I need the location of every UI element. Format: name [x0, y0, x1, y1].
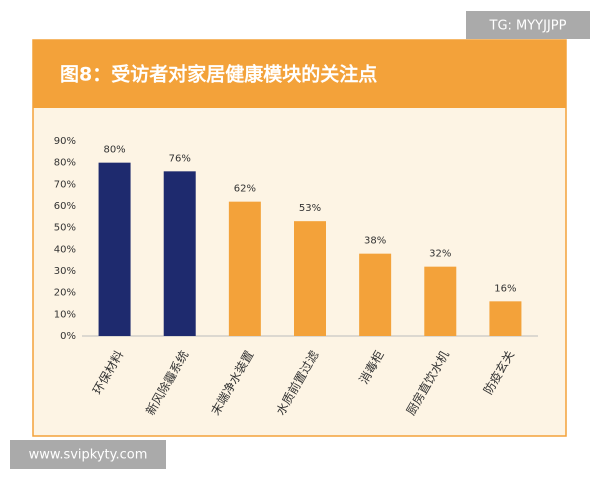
watermark-box: [10, 440, 166, 469]
data-label: 38%: [364, 236, 386, 247]
y-tick-label: 70%: [54, 179, 76, 190]
bar: [228, 201, 261, 336]
bar: [424, 266, 457, 336]
y-tick-label: 10%: [54, 309, 76, 320]
bar: [489, 301, 522, 336]
y-tick-label: 60%: [54, 201, 76, 212]
header: [33, 40, 566, 108]
watermark: TG: MYYJJPP: [489, 19, 567, 34]
bar: [163, 171, 196, 336]
watermark-box: [466, 11, 590, 39]
y-tick-label: 40%: [54, 244, 76, 255]
y-tick-label: 80%: [54, 158, 76, 169]
y-tick-label: 0%: [60, 331, 76, 342]
chart-title: 图8：受访者对家居健康模块的关注点: [60, 63, 377, 86]
data-label: 53%: [299, 203, 321, 214]
data-label: 80%: [103, 145, 125, 156]
y-tick-label: 20%: [54, 288, 76, 299]
watermark: www.svipkyty.com: [29, 448, 148, 463]
data-label: 32%: [429, 249, 451, 260]
data-label: 62%: [234, 184, 256, 195]
bar: [359, 253, 392, 336]
y-tick-label: 30%: [54, 266, 76, 277]
bar: [98, 162, 131, 336]
bar: [294, 221, 326, 336]
y-tick-label: 90%: [54, 136, 76, 147]
data-label: 16%: [494, 283, 516, 294]
data-label: 76%: [169, 153, 191, 164]
y-tick-label: 50%: [54, 223, 76, 234]
